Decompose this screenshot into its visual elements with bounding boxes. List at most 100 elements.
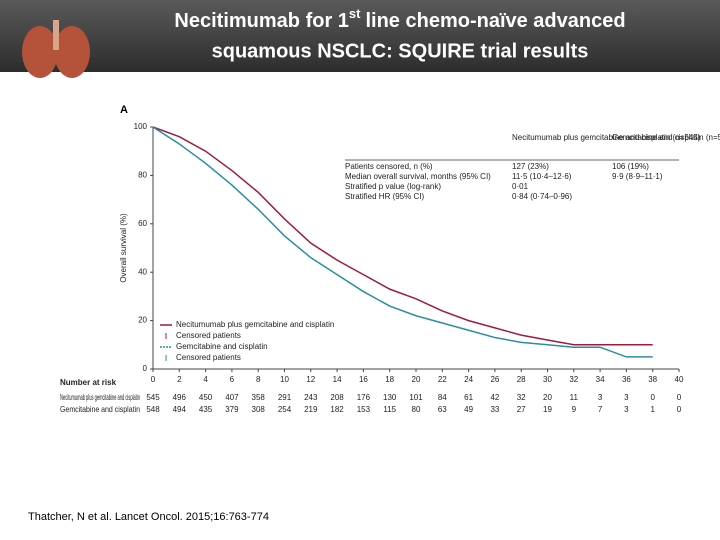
stats-cell: Stratified HR (95% CI) bbox=[345, 192, 424, 201]
x-tick-label: 40 bbox=[675, 375, 684, 384]
title: Necitimumab for 1st line chemo-naïve adva… bbox=[174, 6, 625, 32]
at-risk-value: 379 bbox=[225, 405, 239, 414]
at-risk-value: 153 bbox=[357, 405, 371, 414]
legend-label: Gemcitabine and cisplatin bbox=[176, 342, 268, 351]
at-risk-value: 32 bbox=[517, 393, 526, 402]
citation: Thatcher, N et al. Lancet Oncol. 2015;16… bbox=[28, 511, 269, 523]
x-tick-label: 28 bbox=[517, 375, 526, 384]
x-tick-label: 38 bbox=[648, 375, 657, 384]
title-text: line chemo-naïve advanced bbox=[365, 10, 625, 32]
stats-cell: Stratified p value (log-rank) bbox=[345, 182, 441, 191]
at-risk-value: 407 bbox=[225, 393, 239, 402]
at-risk-value: 450 bbox=[199, 393, 213, 402]
y-axis-label: Overall survival (%) bbox=[119, 213, 128, 283]
y-tick-label: 100 bbox=[134, 122, 148, 131]
x-tick-label: 4 bbox=[203, 375, 208, 384]
at-risk-value: 1 bbox=[650, 405, 655, 414]
y-tick-label: 80 bbox=[138, 171, 147, 180]
x-tick-label: 34 bbox=[596, 375, 605, 384]
survival-curve bbox=[152, 126, 653, 358]
at-risk-value: 115 bbox=[383, 405, 396, 414]
stats-cell: 127 (23%) bbox=[512, 162, 549, 171]
at-risk-value: 0 bbox=[677, 393, 682, 402]
at-risk-value: 358 bbox=[252, 393, 266, 402]
legend-label: Censored patients bbox=[176, 331, 241, 340]
at-risk-value: 3 bbox=[624, 393, 629, 402]
stats-cell: 0·01 bbox=[512, 182, 529, 191]
title-sup: st bbox=[349, 6, 361, 21]
at-risk-value: 130 bbox=[383, 393, 397, 402]
x-tick-label: 20 bbox=[412, 375, 421, 384]
x-tick-label: 16 bbox=[359, 375, 368, 384]
stats-cell: Patients censored, n (%) bbox=[345, 162, 433, 171]
stats-cell: 0·84 (0·74–0·96) bbox=[512, 192, 572, 201]
x-tick-label: 32 bbox=[569, 375, 578, 384]
at-risk-value: 208 bbox=[330, 393, 344, 402]
at-risk-label: Gemcitabine and cisplatin bbox=[60, 405, 140, 414]
y-tick-label: 0 bbox=[143, 364, 148, 373]
y-tick-label: 60 bbox=[138, 219, 147, 228]
x-tick-label: 12 bbox=[306, 375, 315, 384]
y-tick-label: 20 bbox=[138, 316, 147, 325]
at-risk-value: 182 bbox=[330, 405, 344, 414]
stats-header: Gemcitabine and cisplatin (n=548) bbox=[612, 133, 720, 142]
at-risk-value: 254 bbox=[278, 405, 292, 414]
stats-cell: 9·9 (8·9–11·1) bbox=[612, 172, 663, 181]
at-risk-value: 219 bbox=[304, 405, 318, 414]
stats-header: Necitumumab plus gemcitabine and cisplat… bbox=[512, 133, 701, 142]
at-risk-value: 27 bbox=[517, 405, 526, 414]
at-risk-value: 11 bbox=[570, 393, 579, 402]
at-risk-value: 49 bbox=[464, 405, 473, 414]
at-risk-value: 3 bbox=[598, 393, 603, 402]
at-risk-title: Number at risk bbox=[60, 378, 117, 387]
stats-cell: 11·5 (10·4–12·6) bbox=[512, 172, 572, 181]
at-risk-value: 496 bbox=[173, 393, 187, 402]
survival-curve bbox=[152, 126, 653, 346]
at-risk-value: 33 bbox=[490, 405, 499, 414]
at-risk-value: 20 bbox=[543, 393, 552, 402]
x-tick-label: 6 bbox=[230, 375, 235, 384]
at-risk-value: 548 bbox=[146, 405, 160, 414]
x-tick-label: 2 bbox=[177, 375, 182, 384]
at-risk-value: 0 bbox=[650, 393, 655, 402]
at-risk-value: 84 bbox=[438, 393, 447, 402]
x-tick-label: 22 bbox=[438, 375, 447, 384]
at-risk-value: 61 bbox=[464, 393, 473, 402]
legend-label: Necitumumab plus gemcitabine and cisplat… bbox=[176, 320, 334, 329]
at-risk-value: 291 bbox=[278, 393, 292, 402]
at-risk-value: 243 bbox=[304, 393, 318, 402]
title-line: squamous NSCLC: SQUIRE trial results bbox=[212, 40, 589, 62]
at-risk-value: 9 bbox=[572, 405, 577, 414]
title-text: Necitimumab for 1 bbox=[174, 10, 348, 32]
at-risk-value: 435 bbox=[199, 405, 213, 414]
at-risk-value: 0 bbox=[677, 405, 682, 414]
at-risk-value: 545 bbox=[146, 393, 160, 402]
x-tick-label: 24 bbox=[464, 375, 473, 384]
x-tick-label: 30 bbox=[543, 375, 552, 384]
x-tick-label: 18 bbox=[385, 375, 394, 384]
at-risk-value: 7 bbox=[598, 405, 603, 414]
at-risk-value: 63 bbox=[438, 405, 447, 414]
x-tick-label: 10 bbox=[280, 375, 289, 384]
at-risk-value: 101 bbox=[409, 393, 423, 402]
at-risk-value: 494 bbox=[173, 405, 187, 414]
at-risk-value: 80 bbox=[412, 405, 421, 414]
lung-icon bbox=[22, 20, 90, 78]
at-risk-value: 308 bbox=[252, 405, 266, 414]
stats-cell: 106 (19%) bbox=[612, 162, 649, 171]
at-risk-value: 3 bbox=[624, 405, 629, 414]
x-tick-label: 8 bbox=[256, 375, 261, 384]
x-tick-label: 14 bbox=[333, 375, 342, 384]
at-risk-label: Necitumumab plus gemcitabine and cisplat… bbox=[60, 393, 140, 402]
x-tick-label: 36 bbox=[622, 375, 631, 384]
header-bar bbox=[0, 0, 720, 72]
at-risk-value: 42 bbox=[490, 393, 499, 402]
stats-cell: Median overall survival, months (95% CI) bbox=[345, 172, 491, 181]
at-risk-value: 19 bbox=[543, 405, 552, 414]
x-tick-label: 0 bbox=[151, 375, 156, 384]
at-risk-value: 176 bbox=[357, 393, 371, 402]
y-tick-label: 40 bbox=[138, 267, 147, 276]
legend-label: Censored patients bbox=[176, 353, 241, 362]
x-tick-label: 26 bbox=[490, 375, 499, 384]
